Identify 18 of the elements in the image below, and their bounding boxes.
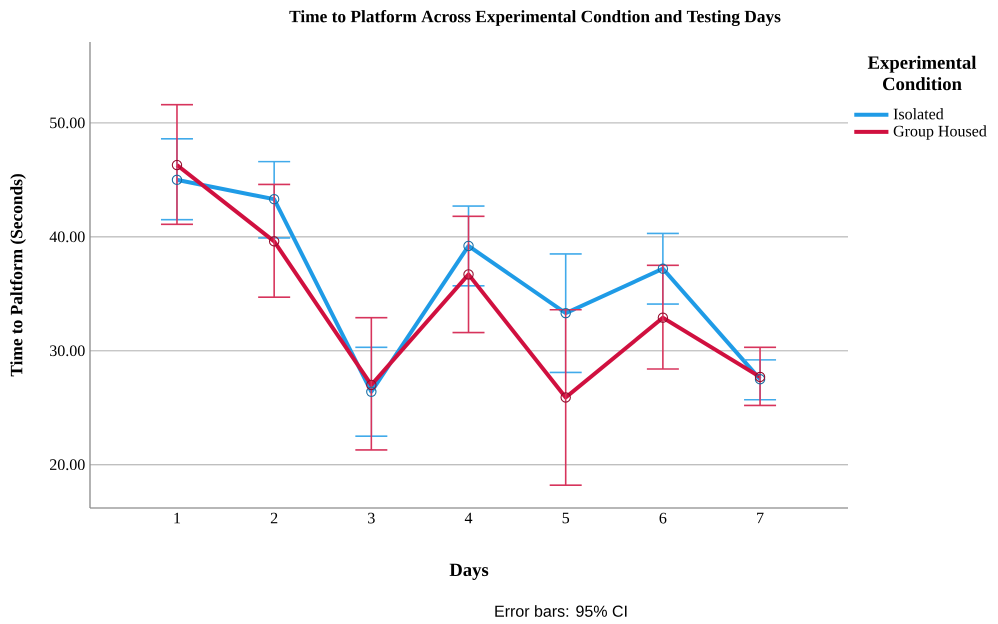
y-tick-label: 30.00: [50, 345, 85, 356]
y-tick-label: 50.00: [50, 117, 85, 128]
x-tick-label: 2: [270, 512, 278, 524]
y-axis-title: Time to Paltform (Seconds): [10, 174, 26, 376]
x-tick-label: 5: [562, 512, 570, 524]
x-tick-label: 1: [174, 512, 180, 524]
x-tick-label: 3: [368, 512, 375, 524]
x-tick-label: 4: [464, 512, 472, 524]
legend-title: Experimental Condition: [868, 56, 976, 90]
y-tick-label: 20.00: [50, 459, 85, 470]
x-tick-label: 7: [757, 512, 764, 524]
text: Error bars: 95% CI: [495, 605, 626, 617]
x-axis-title: Days: [450, 564, 488, 580]
x-tick-label: 6: [660, 512, 666, 524]
legend-label: Isolated: [894, 108, 944, 120]
chart-title: Time to Platform Across Experimental Condtion and Testing Days: [289, 10, 780, 26]
legend-label: Group Housed: [894, 125, 987, 140]
y-tick-label: 40.00: [50, 231, 85, 242]
